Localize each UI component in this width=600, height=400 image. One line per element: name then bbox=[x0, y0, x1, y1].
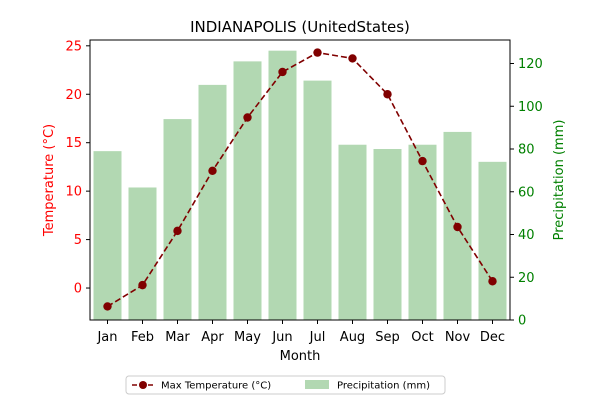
x-axis-label: Month bbox=[280, 349, 321, 364]
precipitation-bar-dec bbox=[478, 161, 507, 320]
temperature-point-nov bbox=[453, 222, 462, 232]
y-axis-label-right: Precipitation (mm) bbox=[552, 120, 567, 241]
temperature-point-sep bbox=[383, 90, 392, 99]
temperature-line bbox=[107, 51, 494, 308]
legend-box bbox=[125, 375, 446, 395]
x-tick-label: Dec bbox=[480, 330, 505, 345]
y-left-tick-label: 20 bbox=[65, 88, 82, 103]
x-tick-label: Jun bbox=[271, 330, 292, 345]
precipitation-bar-mar bbox=[163, 119, 192, 320]
temperature-point-jan bbox=[103, 302, 112, 311]
precipitation-bar-jun bbox=[268, 50, 297, 321]
precipitation-bar-may bbox=[233, 61, 262, 320]
y-left-tick-label: 5 bbox=[74, 233, 82, 248]
x-tick-label: Jul bbox=[309, 330, 326, 345]
y-right-tick-label: 20 bbox=[518, 271, 535, 286]
y-left-tick-label: 25 bbox=[65, 39, 82, 54]
precipitation-bar-jul bbox=[303, 80, 332, 320]
temperature-point-jun bbox=[278, 67, 287, 77]
x-tick-label: Nov bbox=[445, 330, 471, 345]
temperature-point-apr bbox=[208, 166, 217, 175]
y-right-tick-label: 60 bbox=[518, 185, 535, 200]
x-tick-label: Oct bbox=[411, 330, 433, 345]
precipitation-bar-sep bbox=[373, 149, 402, 320]
temperature-point-mar bbox=[173, 226, 182, 236]
x-tick-label: May bbox=[234, 330, 261, 345]
y-axis-label-left: Temperature (°C) bbox=[42, 124, 57, 237]
y-right-tick-label: 0 bbox=[518, 314, 526, 329]
y-right-tick-label: 100 bbox=[518, 100, 543, 115]
x-tick-label: Feb bbox=[131, 330, 154, 345]
precipitation-bar-oct bbox=[408, 144, 437, 320]
temperature-point-jul bbox=[313, 48, 322, 57]
chart-title: INDIANAPOLIS (UnitedStates) bbox=[190, 18, 410, 36]
legend-marker-swatch bbox=[139, 381, 147, 389]
bars-layer bbox=[93, 50, 507, 321]
legend-label-temperature: Max Temperature (°C) bbox=[161, 381, 271, 392]
legend-bar-swatch bbox=[305, 380, 329, 389]
precipitation-bar-apr bbox=[198, 84, 227, 320]
x-tick-label: Aug bbox=[340, 330, 365, 345]
temperature-point-aug bbox=[348, 54, 357, 63]
y-right-tick-label: 40 bbox=[518, 228, 535, 243]
x-tick-label: Mar bbox=[165, 330, 190, 345]
precipitation-bar-jan bbox=[93, 151, 122, 320]
precipitation-bar-aug bbox=[338, 144, 367, 320]
x-tick-label: Apr bbox=[201, 330, 224, 345]
y-left-tick-label: 0 bbox=[74, 282, 82, 297]
precipitation-bar-feb bbox=[128, 187, 157, 320]
temperature-point-dec bbox=[488, 277, 497, 286]
plot-frame bbox=[89, 39, 511, 321]
y-left-tick-label: 15 bbox=[65, 136, 82, 151]
temperature-point-oct bbox=[418, 156, 427, 166]
y-right-tick-label: 80 bbox=[518, 143, 535, 158]
x-tick-label: Jan bbox=[96, 330, 117, 345]
temperature-point-may bbox=[243, 113, 252, 122]
y-right-tick-label: 120 bbox=[518, 57, 543, 72]
y-left-tick-label: 10 bbox=[65, 185, 82, 200]
temperature-point-feb bbox=[138, 280, 147, 290]
axes-layer: Jan Feb Mar Apr May Jun Jul Aug Sep Oct Nov Dec 0 5 10… bbox=[65, 39, 542, 345]
legend: Max Temperature (°C) Precipitation (mm) bbox=[125, 375, 446, 395]
line-layer bbox=[103, 48, 497, 311]
legend-label-precipitation: Precipitation (mm) bbox=[337, 381, 430, 392]
x-tick-label: Sep bbox=[375, 330, 400, 345]
